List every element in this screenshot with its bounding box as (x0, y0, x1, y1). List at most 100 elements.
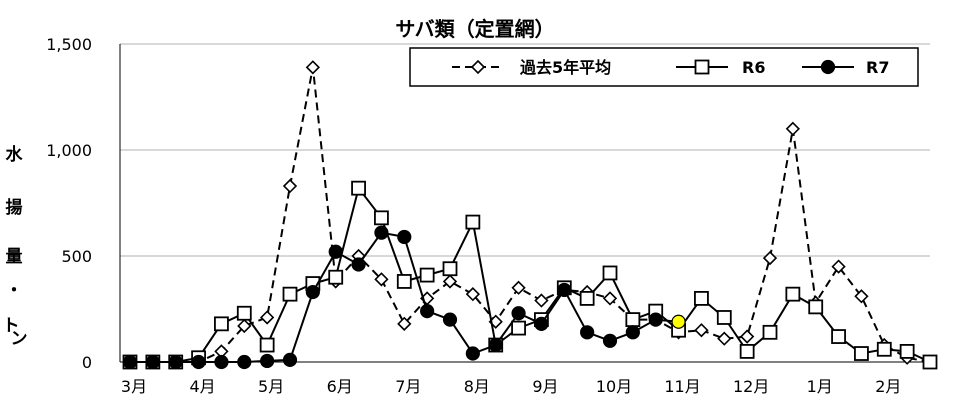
data-point-r6 (579, 290, 595, 306)
y-axis-ticks: 0 500 1,000 1,500 (46, 35, 92, 372)
data-point-r7 (465, 346, 480, 361)
data-point-r7 (534, 316, 549, 331)
data-point-avg5 (282, 178, 298, 194)
y-label-char: 水 (6, 144, 24, 165)
x-tick-label: 6月 (327, 377, 353, 396)
x-tick-label: 11月 (664, 377, 700, 396)
y-tick-label: 0 (82, 353, 92, 372)
data-point-r7 (557, 282, 572, 298)
data-point-avg5 (465, 287, 480, 302)
data-point-r7 (282, 352, 298, 367)
data-point-r6 (511, 320, 526, 336)
legend-label-avg5: 過去5年平均 (519, 58, 611, 77)
y-tick-label: 1,000 (46, 141, 92, 160)
data-point-r7 (328, 244, 343, 259)
data-point-r6 (785, 286, 801, 302)
data-point-r7 (168, 354, 183, 370)
data-point-r7 (397, 229, 412, 245)
data-point-avg5 (260, 310, 275, 325)
data-point-r7 (602, 333, 618, 348)
data-point-r6 (602, 265, 618, 281)
x-tick-label: 2月 (875, 377, 901, 396)
data-point-r6 (922, 354, 938, 370)
y-label-char: ト (3, 316, 20, 336)
y-label-char: 揚 (6, 198, 23, 218)
data-point-avg5 (762, 250, 778, 266)
data-point-avg5 (785, 121, 800, 136)
x-tick-label: 7月 (395, 377, 421, 396)
data-point-r6 (808, 299, 824, 315)
series-avg5 (122, 60, 938, 370)
data-point-avg5 (442, 274, 458, 289)
data-point-r7 (488, 337, 503, 353)
data-point-r6 (328, 269, 344, 285)
x-tick-label: 9月 (532, 377, 558, 396)
x-tick-label: 12月 (733, 377, 769, 396)
data-point-r7 (237, 354, 252, 370)
y-tick-label: 500 (61, 247, 92, 266)
data-point-r7 (648, 312, 663, 327)
y-tick-label: 1,500 (46, 35, 92, 54)
y-label-char: ・ (6, 281, 23, 301)
x-tick-label: 4月 (189, 377, 215, 396)
data-point-r6 (351, 180, 366, 196)
data-point-r6 (739, 343, 755, 359)
chart-title: サバ類（定置網） (395, 17, 554, 41)
series-r6 (122, 180, 938, 370)
x-tick-label: 3月 (121, 377, 147, 396)
data-point-avg5 (397, 316, 412, 331)
data-point-r7 (625, 325, 640, 340)
y-axis-label: 水揚量・トン (3, 144, 28, 349)
data-point-r7 (145, 354, 160, 370)
legend-marker-r6 (694, 59, 710, 75)
data-point-r6 (259, 337, 275, 353)
data-point-r7 (420, 304, 435, 319)
y-label-char: ン (11, 329, 28, 349)
data-point-r6 (694, 290, 709, 306)
data-point-r7 (374, 225, 389, 240)
data-point-avg5 (740, 329, 755, 344)
series-r7 (122, 225, 686, 370)
data-point-r6 (396, 274, 412, 289)
data-point-r6 (374, 210, 389, 226)
data-point-avg5 (854, 289, 869, 304)
series-line-r7 (130, 231, 679, 363)
data-point-r7 (305, 284, 320, 300)
data-point-r6 (625, 312, 641, 328)
data-point-r6 (876, 341, 892, 357)
data-point-r6 (716, 310, 732, 325)
data-point-avg5 (374, 272, 389, 287)
x-axis-ticks: 3月 4月 5月 6月 7月 8月 9月 10月 11月 12月 1月 2月 (121, 377, 901, 396)
data-point-r6 (762, 324, 778, 340)
data-point-r6 (465, 214, 481, 230)
data-point-avg5 (602, 291, 618, 306)
data-point-r7 (214, 354, 229, 370)
legend-label-r6: R6 (742, 58, 765, 77)
data-point-avg5 (534, 293, 549, 308)
data-point-r6 (899, 343, 915, 359)
data-point-r7 (671, 314, 686, 329)
data-point-r6 (854, 346, 869, 361)
data-point-r7 (260, 353, 275, 369)
x-tick-label: 10月 (596, 377, 632, 396)
x-tick-label: 5月 (258, 377, 284, 396)
x-tick-label: 8月 (464, 377, 490, 396)
data-point-r6 (419, 267, 435, 283)
data-point-avg5 (305, 60, 320, 75)
y-label-char: 量 (6, 246, 23, 267)
data-point-avg5 (237, 318, 252, 334)
legend-marker-avg5 (470, 59, 486, 75)
data-point-r7 (511, 306, 526, 321)
x-tick-label: 1月 (807, 377, 833, 396)
data-point-r6 (442, 261, 458, 277)
data-point-r7 (580, 325, 595, 340)
data-point-avg5 (831, 259, 846, 274)
legend: 過去5年平均 R6 R7 (409, 47, 919, 87)
data-point-avg5 (511, 280, 526, 295)
data-point-r7 (191, 354, 206, 370)
data-point-r6 (831, 329, 846, 344)
legend-label-r7: R7 (866, 58, 889, 77)
legend-marker-r7 (820, 59, 836, 75)
